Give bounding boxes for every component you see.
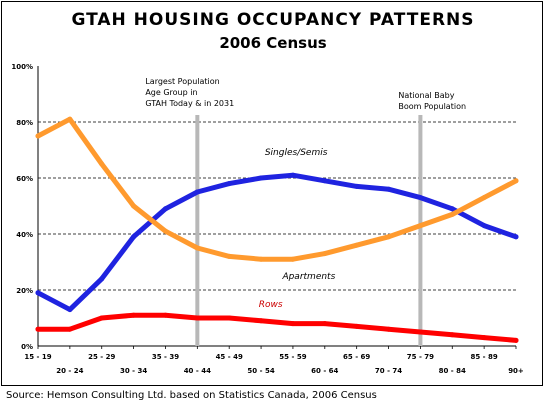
series-label: Apartments [281,272,335,282]
data-point [322,178,328,184]
data-point [354,183,360,189]
data-point [35,326,41,332]
data-point [417,195,423,201]
data-point [35,290,41,296]
series-label: Singles/Semis [265,148,328,158]
data-point [322,321,328,327]
series-line [35,172,519,313]
reference-bar [195,115,200,346]
data-point [354,323,360,329]
y-tick-label: 20% [16,287,33,295]
data-point [67,116,73,122]
data-point [194,315,200,321]
data-point [162,228,168,234]
x-tick-label: 15 - 19 [24,353,51,361]
data-point [513,234,519,240]
x-tick-label: 70 - 74 [375,367,402,375]
series-label: Rows [259,300,283,310]
x-tick-label: 20 - 24 [56,367,83,375]
data-point [131,203,137,209]
data-point [226,315,232,321]
x-tick-label: 40 - 44 [184,367,211,375]
data-point [99,276,105,282]
data-point [67,307,73,313]
annotation-text: GTAH Today & in 2031 [145,99,234,108]
data-point [131,312,137,318]
data-point [162,206,168,212]
x-tick-label: 80 - 84 [439,367,466,375]
x-tick-label: 25 - 29 [88,353,115,361]
annotation-text: Largest Population [145,77,219,86]
x-tick-label: 85 - 89 [471,353,498,361]
x-tick-label: 30 - 34 [120,367,147,375]
data-point [354,242,360,248]
y-tick-label: 60% [16,175,33,183]
x-tick-label: 35 - 39 [152,353,179,361]
data-point [99,161,105,167]
data-point [449,332,455,338]
data-point [131,234,137,240]
data-point [322,251,328,257]
data-point [386,326,392,332]
data-point [481,195,487,201]
series-line [35,116,519,262]
data-point [386,186,392,192]
data-point [162,312,168,318]
y-tick-label: 0% [21,343,33,351]
y-tick-label: 80% [16,119,33,127]
x-tick-label: 55 - 59 [279,353,306,361]
x-tick-label: 45 - 49 [216,353,243,361]
chart-subtitle: 2006 Census [219,34,327,52]
data-point [290,321,296,327]
source-note: Source: Hemson Consulting Ltd. based on … [6,390,377,401]
data-point [481,223,487,229]
data-point [99,315,105,321]
annotation-text: National Baby [398,91,454,100]
data-point [290,172,296,178]
y-tick-label: 40% [16,231,33,239]
x-tick-label: 60 - 64 [311,367,338,375]
chart-frame [1,1,543,386]
annotation-text: Boom Population [398,102,466,111]
data-point [226,181,232,187]
x-tick-label: 50 - 54 [247,367,274,375]
x-tick-label: 90+ [508,367,524,375]
data-point [386,234,392,240]
data-point [194,245,200,251]
data-point [417,329,423,335]
data-point [513,178,519,184]
data-point [481,335,487,341]
data-point [226,253,232,259]
data-point [67,326,73,332]
data-point [417,223,423,229]
x-tick-label: 75 - 79 [407,353,434,361]
data-point [290,256,296,262]
chart-title: GTAH HOUSING OCCUPANCY PATTERNS [71,10,475,30]
data-point [449,206,455,212]
x-tick-label: 65 - 69 [343,353,370,361]
series-line [35,312,519,343]
data-point [258,175,264,181]
data-point [194,189,200,195]
y-tick-label: 100% [11,63,33,71]
data-point [258,256,264,262]
data-point [35,133,41,139]
data-point [258,318,264,324]
annotation-text: Age Group in [145,88,197,97]
data-point [513,337,519,343]
reference-bar [418,115,423,346]
data-point [449,211,455,217]
